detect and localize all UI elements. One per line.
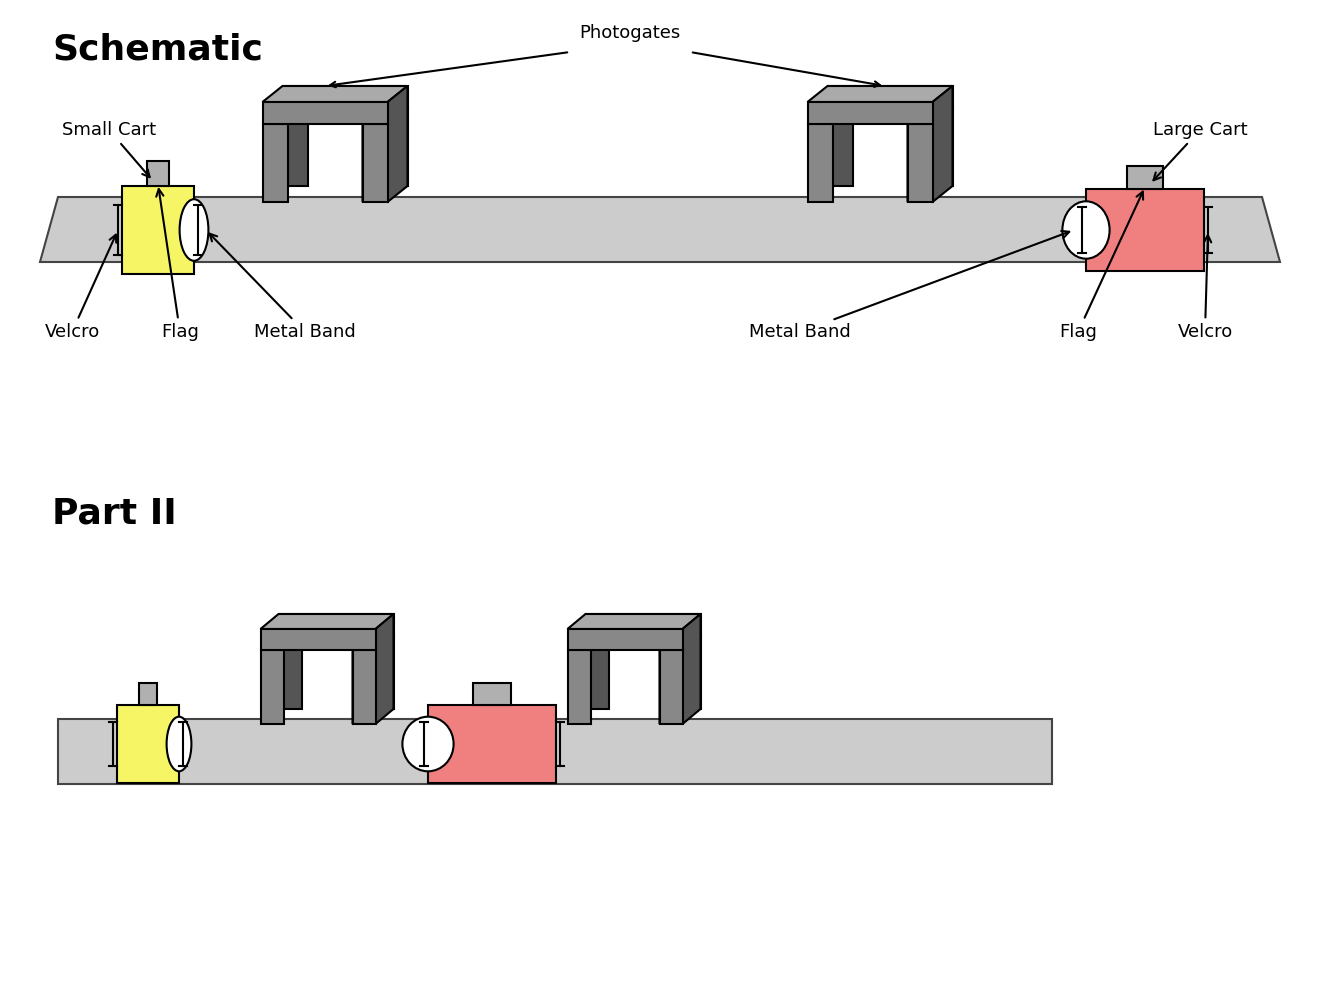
Text: Large Cart: Large Cart bbox=[1152, 121, 1248, 181]
Polygon shape bbox=[279, 614, 393, 635]
Polygon shape bbox=[352, 650, 376, 724]
Polygon shape bbox=[827, 86, 953, 108]
Polygon shape bbox=[927, 108, 953, 186]
Polygon shape bbox=[262, 124, 287, 202]
Polygon shape bbox=[370, 635, 393, 709]
Polygon shape bbox=[262, 86, 407, 102]
Polygon shape bbox=[279, 635, 302, 709]
Text: Schematic: Schematic bbox=[52, 32, 263, 66]
Bar bbox=[116, 705, 179, 783]
Bar bbox=[58, 719, 1052, 784]
Text: Metal Band: Metal Band bbox=[209, 234, 356, 341]
Bar bbox=[472, 683, 511, 705]
Polygon shape bbox=[261, 650, 283, 724]
Polygon shape bbox=[659, 635, 677, 724]
Bar bbox=[122, 186, 194, 274]
Polygon shape bbox=[659, 650, 683, 724]
Polygon shape bbox=[908, 124, 933, 202]
Polygon shape bbox=[261, 614, 393, 629]
Ellipse shape bbox=[1062, 201, 1110, 259]
Text: Small Cart: Small Cart bbox=[62, 121, 156, 178]
Polygon shape bbox=[261, 629, 376, 650]
Text: Part II: Part II bbox=[52, 497, 177, 531]
Text: Photogates: Photogates bbox=[579, 24, 680, 42]
Polygon shape bbox=[568, 650, 590, 724]
Polygon shape bbox=[568, 629, 683, 650]
Polygon shape bbox=[677, 635, 700, 709]
Polygon shape bbox=[388, 86, 407, 202]
Polygon shape bbox=[363, 124, 388, 202]
Polygon shape bbox=[807, 86, 953, 102]
Polygon shape bbox=[568, 614, 700, 629]
Text: Flag: Flag bbox=[1060, 191, 1143, 341]
Polygon shape bbox=[376, 614, 393, 724]
Polygon shape bbox=[683, 614, 700, 724]
Polygon shape bbox=[283, 108, 307, 186]
Polygon shape bbox=[382, 108, 407, 186]
Bar bbox=[147, 162, 169, 186]
Polygon shape bbox=[908, 108, 927, 202]
Bar bbox=[429, 705, 556, 783]
Bar bbox=[139, 683, 157, 705]
Text: Metal Band: Metal Band bbox=[749, 231, 1069, 341]
Ellipse shape bbox=[167, 716, 192, 772]
Polygon shape bbox=[40, 197, 1279, 262]
Polygon shape bbox=[363, 108, 382, 202]
Polygon shape bbox=[283, 86, 407, 108]
Ellipse shape bbox=[402, 716, 454, 772]
Ellipse shape bbox=[180, 199, 209, 261]
Bar bbox=[1086, 189, 1204, 271]
Polygon shape bbox=[586, 614, 700, 635]
Polygon shape bbox=[933, 86, 953, 202]
Polygon shape bbox=[807, 124, 832, 202]
Polygon shape bbox=[586, 635, 609, 709]
Polygon shape bbox=[827, 108, 852, 186]
Text: Velcro: Velcro bbox=[45, 235, 116, 341]
Text: Flag: Flag bbox=[156, 189, 198, 341]
Polygon shape bbox=[807, 102, 933, 124]
Text: Velcro: Velcro bbox=[1177, 235, 1233, 341]
Polygon shape bbox=[352, 635, 370, 724]
Bar bbox=[1127, 166, 1163, 189]
Polygon shape bbox=[262, 102, 388, 124]
